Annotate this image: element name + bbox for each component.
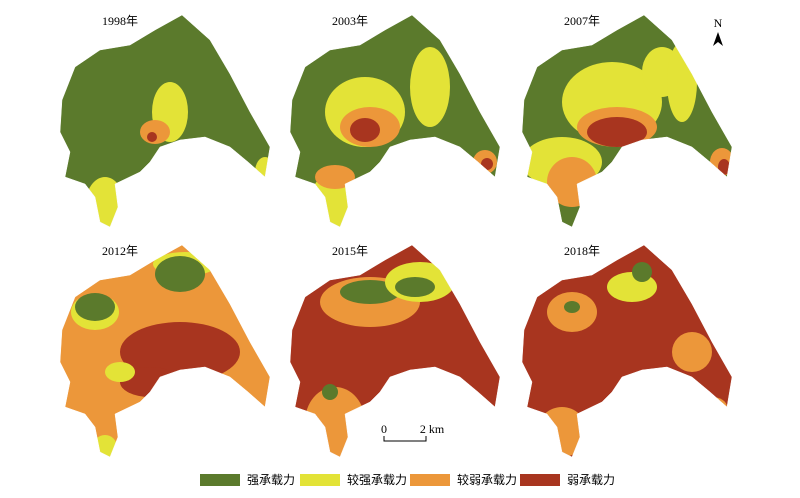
map-panel: 2015年	[289, 244, 501, 458]
map-region	[547, 157, 597, 207]
map-region	[322, 384, 338, 400]
map-region	[718, 159, 730, 175]
map-region	[155, 256, 205, 292]
map-region	[564, 301, 580, 313]
map-area	[290, 245, 500, 457]
scale-bar: 0 2 km	[381, 422, 445, 442]
legend-label: 弱承载力	[567, 473, 615, 487]
map-panel: 2003年	[289, 14, 501, 228]
map-area	[522, 245, 732, 457]
year-label: 1998年	[102, 14, 138, 28]
year-label: 2012年	[102, 244, 138, 258]
scale-line	[383, 436, 427, 442]
map-region	[697, 397, 727, 417]
north-label: N	[714, 16, 723, 30]
year-label: 2015年	[332, 244, 368, 258]
map-region	[350, 118, 380, 142]
map-area	[60, 15, 270, 227]
north-arrow-shape	[713, 32, 723, 46]
map-outline	[289, 14, 501, 228]
map-region	[75, 293, 115, 321]
map-outline	[59, 14, 271, 228]
map-region	[587, 117, 647, 147]
map-region	[410, 387, 470, 417]
year-label: 2003年	[332, 14, 368, 28]
map-region	[315, 165, 355, 189]
map-panel: 2018年	[521, 244, 733, 458]
map-region	[522, 245, 732, 457]
map-outline	[59, 244, 271, 458]
legend-label: 较强承载力	[347, 472, 407, 487]
map-outline	[521, 244, 733, 458]
map-area	[522, 15, 732, 227]
map-region	[395, 277, 435, 297]
map-area	[290, 15, 500, 227]
legend-label: 强承载力	[247, 473, 295, 487]
map-panel: 2012年	[59, 244, 271, 458]
map-region	[255, 157, 270, 187]
map-region	[481, 158, 493, 170]
legend-swatch	[200, 474, 240, 486]
map-region	[667, 42, 697, 122]
map-region	[105, 362, 135, 382]
map-region	[340, 280, 400, 304]
map-area	[60, 245, 270, 457]
map-region	[632, 262, 652, 282]
year-label: 2018年	[564, 244, 600, 258]
map-region	[410, 47, 450, 127]
year-label: 2007年	[564, 14, 600, 28]
legend-swatch	[300, 474, 340, 486]
map-outline	[521, 14, 733, 228]
map-outline	[289, 244, 501, 458]
map-panel: 1998年	[59, 14, 271, 228]
map-region	[93, 435, 117, 457]
north-arrow: N	[713, 16, 723, 46]
scale-end: 2 km	[420, 422, 445, 436]
map-region	[672, 332, 712, 372]
legend-swatch	[520, 474, 560, 486]
scale-start: 0	[381, 422, 387, 436]
map-region	[147, 132, 157, 142]
legend-swatch	[410, 474, 450, 486]
map-panel: 2007年	[521, 14, 733, 228]
map-region	[85, 177, 125, 227]
legend-label: 较弱承载力	[457, 472, 517, 487]
